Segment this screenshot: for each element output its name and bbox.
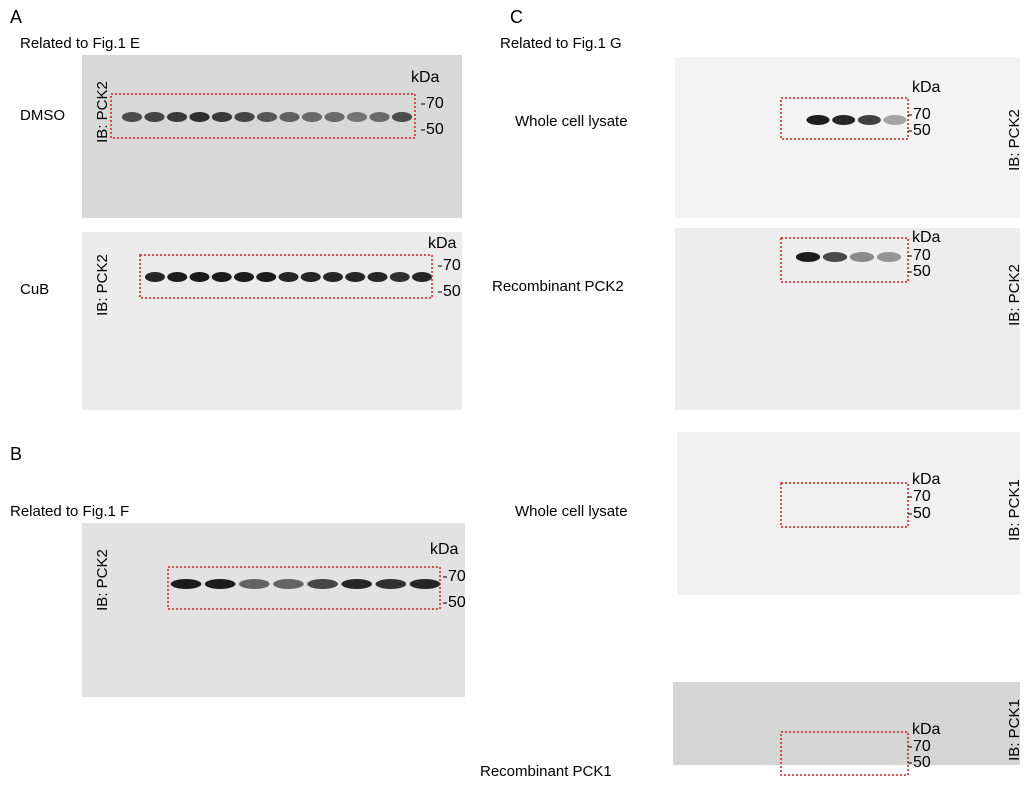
band xyxy=(883,115,907,125)
band xyxy=(211,112,233,122)
unit-label: kDa xyxy=(411,69,440,86)
band xyxy=(233,272,255,282)
band xyxy=(300,272,321,282)
band xyxy=(409,579,441,589)
panel-letter: A xyxy=(10,7,22,27)
highlight-box xyxy=(139,254,433,299)
marker-label: 50 xyxy=(913,122,931,139)
marker-label: 70 xyxy=(426,95,444,112)
band xyxy=(166,112,188,122)
band xyxy=(324,112,345,122)
band xyxy=(256,112,278,122)
unit-label: kDa xyxy=(912,721,941,738)
band xyxy=(301,112,323,122)
band xyxy=(391,112,413,122)
blot-image xyxy=(673,682,1020,765)
panel-letter: C xyxy=(510,7,523,27)
marker-label: 50 xyxy=(443,283,461,300)
unit-label: kDa xyxy=(912,471,941,488)
band xyxy=(189,272,210,282)
highlight-box xyxy=(110,93,416,139)
panel-caption: Related to Fig.1 E xyxy=(20,35,140,52)
marker-label: 50 xyxy=(913,263,931,280)
band xyxy=(822,252,848,262)
unit-label: kDa xyxy=(430,541,459,558)
highlight-box xyxy=(780,482,909,528)
band xyxy=(144,272,166,282)
band xyxy=(806,115,830,125)
band xyxy=(876,252,902,262)
marker-label: 50 xyxy=(426,121,444,138)
band xyxy=(238,579,270,589)
band xyxy=(273,579,304,589)
unit-label: kDa xyxy=(428,235,457,252)
panel-caption: Related to Fig.1 F xyxy=(10,503,129,520)
blot-label: CuB xyxy=(20,281,49,298)
antibody-label: IB: PCK2 xyxy=(1006,109,1023,171)
marker-label: 70 xyxy=(913,488,931,505)
blot-label: Recombinant PCK1 xyxy=(480,763,612,780)
band xyxy=(307,579,338,589)
band xyxy=(144,112,165,122)
blot-image xyxy=(82,55,462,218)
band xyxy=(857,115,881,125)
band xyxy=(411,272,433,282)
band xyxy=(341,579,373,589)
band xyxy=(256,272,277,282)
band xyxy=(204,579,236,589)
marker-label: 50 xyxy=(913,754,931,771)
band xyxy=(389,272,410,282)
marker-label: 70 xyxy=(913,106,931,123)
band xyxy=(278,272,299,282)
band xyxy=(795,252,821,262)
marker-label: 50 xyxy=(448,594,466,611)
blot-image xyxy=(82,232,462,410)
blot-label: Recombinant PCK2 xyxy=(492,278,624,295)
band xyxy=(832,115,856,125)
antibody-label: IB: PCK2 xyxy=(1006,264,1023,326)
band xyxy=(375,579,407,589)
band xyxy=(189,112,210,122)
antibody-label: IB: PCK2 xyxy=(94,549,111,611)
blot-image xyxy=(677,432,1020,595)
band xyxy=(167,272,188,282)
band xyxy=(234,112,255,122)
blot-label: Whole cell lysate xyxy=(515,503,628,520)
unit-label: kDa xyxy=(912,79,941,96)
blot-label: Whole cell lysate xyxy=(515,113,628,130)
band xyxy=(121,112,143,122)
blot-image xyxy=(675,228,1020,410)
panel-letter: B xyxy=(10,444,22,464)
blot-label: DMSO xyxy=(20,107,65,124)
band xyxy=(369,112,390,122)
band xyxy=(849,252,875,262)
band xyxy=(367,272,388,282)
highlight-box xyxy=(780,731,909,776)
antibody-label: IB: PCK2 xyxy=(94,81,111,143)
antibody-label: IB: PCK1 xyxy=(1006,699,1023,761)
antibody-label: IB: PCK2 xyxy=(94,254,111,316)
marker-label: 70 xyxy=(913,738,931,755)
blot-image xyxy=(82,523,465,697)
marker-label: 70 xyxy=(448,568,466,585)
unit-label: kDa xyxy=(912,229,941,246)
marker-label: 70 xyxy=(913,247,931,264)
blot-image xyxy=(675,57,1020,218)
band xyxy=(322,272,344,282)
highlight-box xyxy=(780,237,909,283)
band xyxy=(346,112,368,122)
band xyxy=(345,272,366,282)
panel-caption: Related to Fig.1 G xyxy=(500,35,622,52)
antibody-label: IB: PCK1 xyxy=(1006,479,1023,541)
band xyxy=(279,112,300,122)
marker-label: 50 xyxy=(913,505,931,522)
highlight-box xyxy=(167,566,441,610)
marker-label: 70 xyxy=(443,257,461,274)
band xyxy=(211,272,232,282)
band xyxy=(170,579,202,589)
